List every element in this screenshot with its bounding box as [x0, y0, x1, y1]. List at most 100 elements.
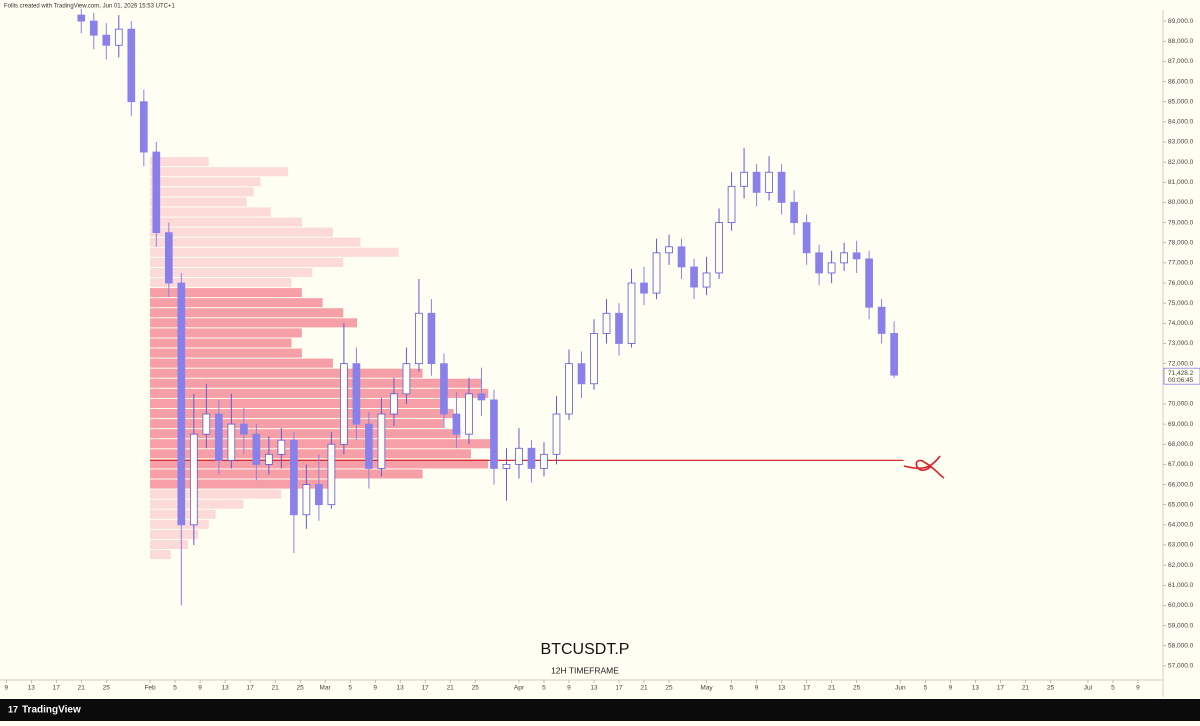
candle-body — [127, 28, 136, 103]
x-tick-label: 17 — [422, 685, 430, 692]
x-tick-label: 25 — [853, 685, 861, 692]
x-tick-label: 5 — [730, 685, 734, 692]
volume-profile-bar — [150, 318, 358, 328]
y-tick-label: 68,000.0 — [1168, 441, 1194, 448]
y-tick-label: 61,000.0 — [1168, 582, 1194, 589]
y-tick-label: 58,000.0 — [1168, 642, 1194, 649]
candle-body — [777, 171, 786, 203]
header-text: Follis created with TradingView.com, Jun… — [4, 4, 175, 10]
y-tick-label: 70,000.0 — [1168, 401, 1194, 408]
candle-body — [114, 28, 123, 46]
candle-body — [440, 363, 448, 415]
candle-body — [865, 258, 873, 308]
x-tick-label: 17 — [53, 685, 61, 692]
candle-body — [765, 171, 773, 193]
last-price-label: 71,428.2 — [1168, 370, 1194, 377]
candle-body — [89, 20, 98, 36]
y-tick-label: 59,000.0 — [1168, 622, 1194, 629]
x-tick-label: 5 — [1111, 685, 1115, 692]
footer-brand: TradingView — [22, 705, 81, 716]
candle-body — [715, 222, 723, 274]
volume-profile-bar — [150, 247, 399, 257]
candle-body — [590, 333, 598, 385]
candle-body — [189, 433, 198, 526]
y-tick-label: 89,000.0 — [1168, 18, 1194, 25]
x-tick-label: 25 — [1047, 685, 1055, 692]
volume-profile-bar — [150, 278, 292, 288]
x-tick-label: 13 — [397, 685, 405, 692]
y-tick-label: 74,000.0 — [1168, 320, 1194, 327]
x-tick-label: 13 — [28, 685, 36, 692]
y-tick-label: 88,000.0 — [1168, 38, 1194, 45]
volume-profile-bar — [150, 539, 189, 550]
x-tick-label: 9 — [755, 685, 759, 692]
volume-profile-bar — [150, 479, 333, 489]
y-tick-label: 67,000.0 — [1168, 461, 1194, 468]
y-tick-label: 65,000.0 — [1168, 501, 1194, 508]
x-tick-label: 13 — [590, 685, 598, 692]
x-tick-label: 9 — [373, 685, 377, 692]
volume-profile-bar — [150, 378, 482, 388]
y-tick-label: 78,000.0 — [1168, 239, 1194, 246]
y-tick-label: 69,000.0 — [1168, 421, 1194, 428]
volume-profile-bar — [150, 217, 302, 227]
volume-profile-bar — [150, 298, 323, 308]
x-tick-label: Jun — [895, 685, 906, 692]
y-tick-label: 73,000.0 — [1168, 340, 1194, 347]
x-tick-label: 17 — [803, 685, 811, 692]
x-tick-label: 25 — [472, 685, 480, 692]
candle-body — [627, 282, 636, 344]
x-tick-label: 5 — [542, 685, 546, 692]
volume-profile-bar — [150, 167, 289, 177]
candle-body — [502, 463, 511, 469]
candle-body — [252, 433, 261, 465]
footer-logo-icon: 17 — [8, 704, 18, 714]
candle-body — [640, 282, 648, 294]
y-tick-label: 72,000.0 — [1168, 360, 1194, 367]
candle-body — [527, 447, 536, 469]
candle-body — [315, 484, 323, 506]
countdown-label: 00:06:45 — [1168, 377, 1194, 384]
volume-profile-bar — [150, 419, 444, 429]
x-tick-label: 13 — [778, 685, 786, 692]
candle-body — [452, 413, 461, 435]
y-tick-label: 79,000.0 — [1168, 219, 1194, 226]
volume-profile-bar — [150, 308, 344, 318]
candle-body — [840, 252, 848, 264]
candle-body — [415, 312, 423, 365]
volume-profile-bar — [150, 237, 361, 247]
hand-drawn-mark — [903, 455, 945, 479]
candle-body — [690, 266, 698, 288]
candle-body — [77, 14, 86, 22]
volume-profile-bar — [150, 529, 199, 539]
x-tick-label: 13 — [972, 685, 980, 692]
volume-profile-bar — [150, 207, 271, 217]
volume-profile-bar — [150, 368, 423, 378]
x-tick-label: 13 — [221, 685, 229, 692]
candle-body — [602, 312, 611, 334]
x-tick-label: 21 — [78, 685, 86, 692]
volume-profile-bar — [150, 227, 333, 237]
y-tick-label: 86,000.0 — [1168, 78, 1194, 85]
candle-body — [215, 413, 223, 461]
candle-body — [327, 443, 336, 506]
y-tick-label: 85,000.0 — [1168, 98, 1194, 105]
y-tick-label: 75,000.0 — [1168, 300, 1194, 307]
candle-body — [752, 171, 761, 193]
y-tick-label: 87,000.0 — [1168, 58, 1194, 65]
x-tick-label: Jul — [1084, 685, 1093, 692]
volume-profile-bar — [150, 348, 302, 358]
chart-subtitle: 12H TIMEFRAME — [551, 665, 619, 675]
candle-body — [552, 413, 561, 455]
candle-body — [577, 363, 586, 385]
volume-profile-bar — [150, 550, 171, 560]
y-tick-label: 66,000.0 — [1168, 481, 1194, 488]
x-tick-label: May — [700, 685, 713, 692]
volume-profile-bar — [150, 257, 344, 267]
y-tick-label: 82,000.0 — [1168, 159, 1194, 166]
y-tick-label: 83,000.0 — [1168, 139, 1194, 146]
candle-body — [277, 439, 286, 455]
candle-body — [377, 413, 386, 469]
x-tick-label: Mar — [320, 685, 332, 692]
volume-profile-bar — [150, 187, 254, 197]
